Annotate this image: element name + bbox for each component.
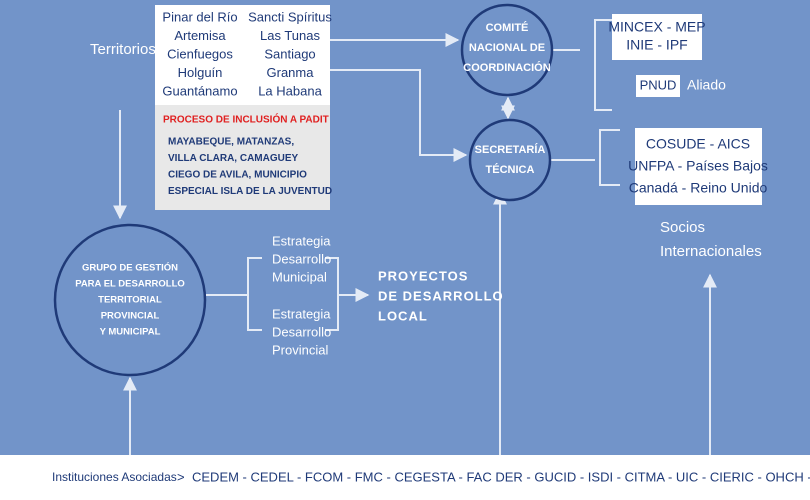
node	[468, 118, 552, 202]
label: Aliado	[687, 77, 726, 93]
label: Cienfuegos	[167, 46, 233, 61]
footer-bg	[0, 455, 810, 500]
label: Territorios	[90, 41, 156, 58]
label: Pinar del Río	[162, 9, 237, 24]
label: COSUDE - AICS	[646, 136, 750, 152]
label: ESPECIAL ISLA DE LA JUVENTUD	[168, 186, 332, 197]
box	[635, 128, 762, 205]
box	[155, 105, 330, 210]
label: INIE - IPF	[626, 37, 687, 53]
footer-list: CEDEM - CEDEL - FCOM - FMC - CEGESTA - F…	[192, 469, 810, 484]
label: SECRETARÍA	[475, 143, 546, 156]
label: Provincial	[272, 342, 328, 357]
label: Sancti Spíritus	[248, 9, 332, 24]
label: UNFPA - Países Bajos	[628, 158, 768, 174]
label: CIEGO DE AVILA, MUNICIPIO	[168, 170, 307, 181]
box	[155, 5, 330, 105]
label: Artemisa	[174, 28, 226, 43]
footer-sep: >	[177, 469, 185, 484]
label: Holguín	[178, 65, 223, 80]
label: PROVINCIAL	[101, 311, 160, 322]
label: Canadá - Reino Unido	[629, 180, 768, 196]
label: PROYECTOS	[378, 268, 468, 283]
label: GRUPO DE GESTIÓN	[82, 262, 178, 274]
label: MINCEX - MEP	[608, 19, 705, 35]
label: Santiago	[264, 46, 315, 61]
label: Municipal	[272, 269, 327, 284]
label: Internacionales	[660, 243, 762, 260]
label: COORDINACIÓN	[463, 61, 550, 74]
label: Guantánamo	[162, 83, 237, 98]
node	[53, 223, 207, 377]
label: DE DESARROLLO	[378, 288, 504, 303]
padit-title: PROCESO DE INCLUSIÓN A PADIT	[163, 113, 329, 126]
label: NACIONAL DE	[469, 42, 545, 54]
label: TERRITORIAL	[98, 295, 162, 306]
connectors	[113, 19, 717, 455]
label: Las Tunas	[260, 28, 320, 43]
label: VILLA CLARA, CAMAGUEY	[168, 153, 299, 164]
label: Estrategia	[272, 306, 331, 321]
label: La Habana	[258, 83, 322, 98]
box	[612, 14, 702, 60]
label: LOCAL	[378, 308, 428, 323]
label: PARA EL DESARROLLO	[75, 279, 185, 290]
label: PNUD	[640, 77, 677, 92]
label: MAYABEQUE, MATANZAS,	[168, 137, 294, 148]
label: Estrategia	[272, 233, 331, 248]
box	[636, 75, 680, 97]
label: TÉCNICA	[486, 163, 535, 176]
label: COMITÉ	[486, 21, 529, 34]
node	[460, 3, 554, 97]
label: Socios	[660, 219, 705, 236]
footer-label: Instituciones Asociadas	[52, 470, 177, 484]
label: Y MUNICIPAL	[100, 327, 161, 338]
label: Desarrollo	[272, 251, 331, 266]
label: Desarrollo	[272, 324, 331, 339]
label: Granma	[267, 65, 315, 80]
